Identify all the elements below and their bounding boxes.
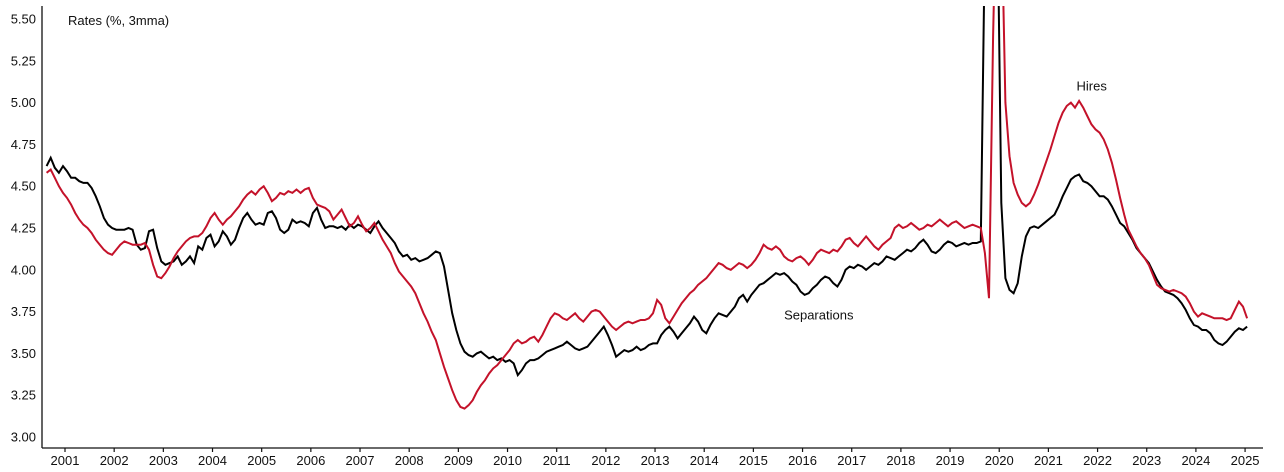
y-tick-label: 3.75 [11,304,36,319]
x-tick-label: 2004 [198,453,227,468]
y-tick-label: 4.25 [11,221,36,236]
x-tick-label: 2003 [149,453,178,468]
series-group [45,6,1249,410]
y-tick-label: 4.50 [11,179,36,194]
x-tick-label: 2018 [886,453,915,468]
y-tick-label: 3.50 [11,346,36,361]
x-tick-label: 2022 [1083,453,1112,468]
y-tick-label: 4.75 [11,137,36,152]
x-tick-label: 2008 [395,453,424,468]
x-tick-label: 2013 [641,453,670,468]
y-tick-label: 4.00 [11,262,36,277]
x-tick-label: 2020 [985,453,1014,468]
series-label-hires: Hires [1076,78,1107,94]
x-tick-label: 2025 [1231,453,1260,468]
x-tick-label: 2005 [247,453,276,468]
x-tick-label: 2001 [51,453,80,468]
x-tick-label: 2006 [296,453,325,468]
x-tick-label: 2009 [444,453,473,468]
y-tick-label: 5.50 [11,12,36,27]
y-tick-label: 5.00 [11,95,36,110]
x-tick-label: 2011 [543,453,571,468]
y-tick-label: 3.25 [11,388,36,403]
x-tick-label: 2010 [493,453,522,468]
series-line-hires [45,6,1249,410]
x-tick-label: 2014 [690,453,719,468]
x-tick-label: 2015 [739,453,768,468]
x-tick-label: 2007 [346,453,375,468]
series-line-separations [45,6,1248,378]
y-tick-label: 3.00 [11,430,36,445]
x-tick-label: 2017 [837,453,866,468]
y-tick-label: 5.25 [11,53,36,68]
x-tick-label: 2019 [936,453,965,468]
chart-title: Rates (%, 3mma) [68,13,170,28]
x-tick-label: 2021 [1034,453,1063,468]
x-tick-label: 2002 [100,453,129,468]
x-tick-label: 2023 [1132,453,1161,468]
x-tick-label: 2016 [788,453,817,468]
x-tick-label: 2024 [1181,453,1210,468]
series-label-separations: Separations [784,307,854,323]
x-tick-label: 2012 [591,453,620,468]
